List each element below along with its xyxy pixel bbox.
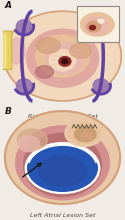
Ellipse shape	[18, 129, 48, 150]
Ellipse shape	[98, 19, 104, 23]
Ellipse shape	[90, 26, 96, 30]
Ellipse shape	[36, 35, 90, 77]
Ellipse shape	[62, 59, 68, 64]
Text: A: A	[5, 0, 12, 9]
Ellipse shape	[80, 13, 114, 36]
Ellipse shape	[93, 20, 109, 33]
Text: Right Atrial Lesion Set: Right Atrial Lesion Set	[28, 114, 98, 119]
Ellipse shape	[86, 21, 101, 32]
Ellipse shape	[74, 127, 96, 142]
Ellipse shape	[36, 66, 54, 78]
Ellipse shape	[93, 79, 109, 93]
FancyBboxPatch shape	[4, 34, 7, 68]
Ellipse shape	[68, 123, 100, 144]
Ellipse shape	[46, 42, 84, 74]
Ellipse shape	[16, 20, 32, 33]
Ellipse shape	[25, 143, 100, 193]
Ellipse shape	[28, 145, 97, 191]
FancyBboxPatch shape	[77, 6, 119, 42]
Ellipse shape	[16, 79, 32, 93]
Ellipse shape	[49, 50, 76, 71]
Text: Left Atrial Lesion Set: Left Atrial Lesion Set	[30, 213, 95, 218]
Ellipse shape	[24, 133, 102, 197]
Ellipse shape	[65, 120, 103, 147]
Ellipse shape	[80, 131, 92, 139]
Ellipse shape	[8, 38, 25, 64]
Ellipse shape	[36, 38, 60, 53]
Ellipse shape	[16, 126, 109, 200]
Text: B: B	[5, 107, 12, 116]
Ellipse shape	[84, 17, 108, 34]
Ellipse shape	[4, 11, 121, 101]
FancyBboxPatch shape	[2, 31, 12, 70]
Ellipse shape	[38, 156, 86, 186]
Ellipse shape	[59, 57, 71, 66]
Ellipse shape	[5, 111, 120, 204]
Ellipse shape	[26, 29, 99, 87]
Ellipse shape	[18, 136, 40, 152]
Ellipse shape	[70, 43, 91, 58]
